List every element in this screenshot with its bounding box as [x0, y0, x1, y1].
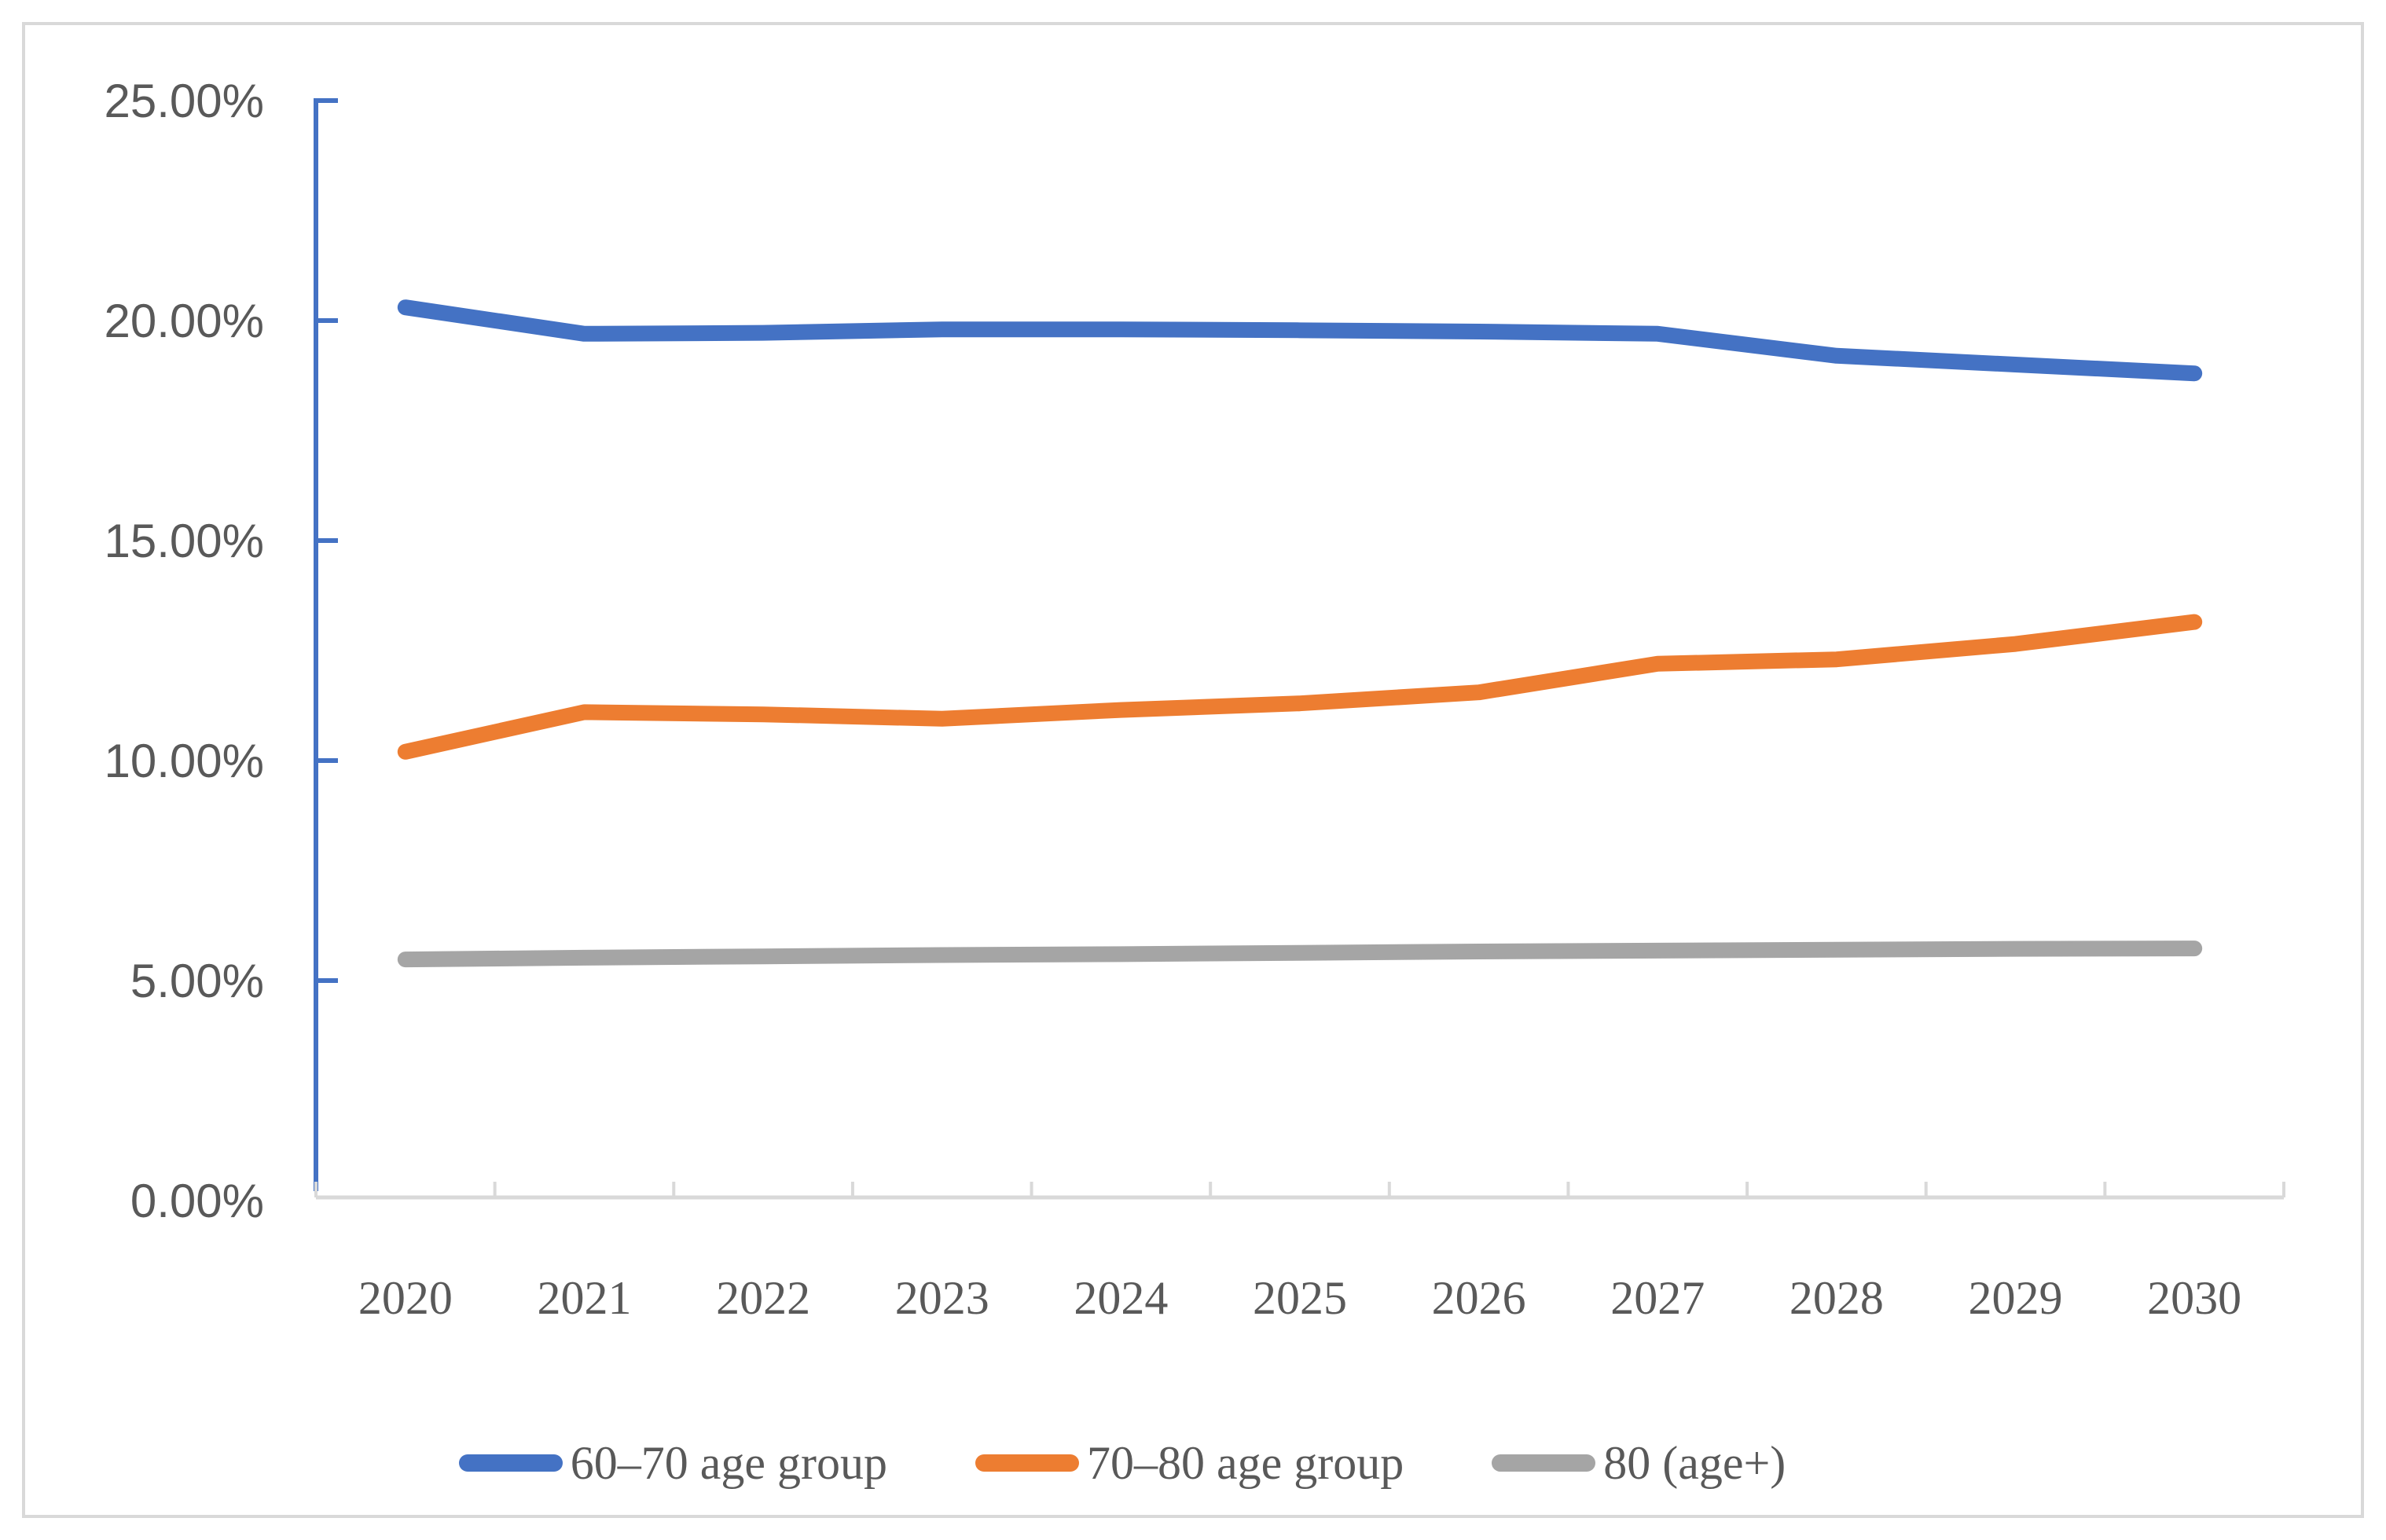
series-line-2: [397, 940, 2203, 968]
y-tick-label: 15.00%: [105, 515, 265, 567]
y-tick-label: 5.00%: [130, 955, 264, 1007]
x-tick-label: 2021: [537, 1272, 631, 1324]
series-line-1: [397, 614, 2203, 760]
x-tick-label: 2027: [1610, 1272, 1705, 1324]
x-tick-label: 2030: [2147, 1272, 2241, 1324]
legend-swatch-icon: [1492, 1454, 1596, 1472]
x-tick-label: 2020: [358, 1272, 453, 1324]
legend-swatch-icon: [458, 1454, 563, 1472]
x-tick-label: 2025: [1253, 1272, 1347, 1324]
y-tick-label: 20.00%: [105, 295, 265, 347]
legend-item-0: 60–70 age group: [458, 1436, 887, 1490]
x-tick-label: 2024: [1074, 1272, 1168, 1324]
legend-item-1: 70–80 age group: [975, 1436, 1404, 1490]
x-tick-label: 2023: [895, 1272, 989, 1324]
legend-swatch-icon: [975, 1454, 1079, 1472]
chart-legend: 60–70 age group 70–80 age group 80 (age+): [0, 1424, 2386, 1502]
legend-label: 70–80 age group: [1086, 1436, 1404, 1489]
x-tick-label: 2026: [1432, 1272, 1526, 1324]
legend-label: 60–70 age group: [570, 1436, 887, 1489]
series-line-0: [397, 299, 2203, 382]
y-tick-label: 10.00%: [105, 735, 265, 787]
x-tick-label: 2029: [1969, 1272, 2063, 1324]
x-tick-label: 2022: [716, 1272, 810, 1324]
legend-label: 80 (age+): [1603, 1436, 1786, 1489]
y-tick-label: 25.00%: [105, 75, 265, 127]
x-tick-label: 2028: [1790, 1272, 1884, 1324]
legend-item-2: 80 (age+): [1492, 1436, 1786, 1490]
chart-frame: [22, 22, 2364, 1518]
y-tick-label: 0.00%: [130, 1175, 264, 1227]
